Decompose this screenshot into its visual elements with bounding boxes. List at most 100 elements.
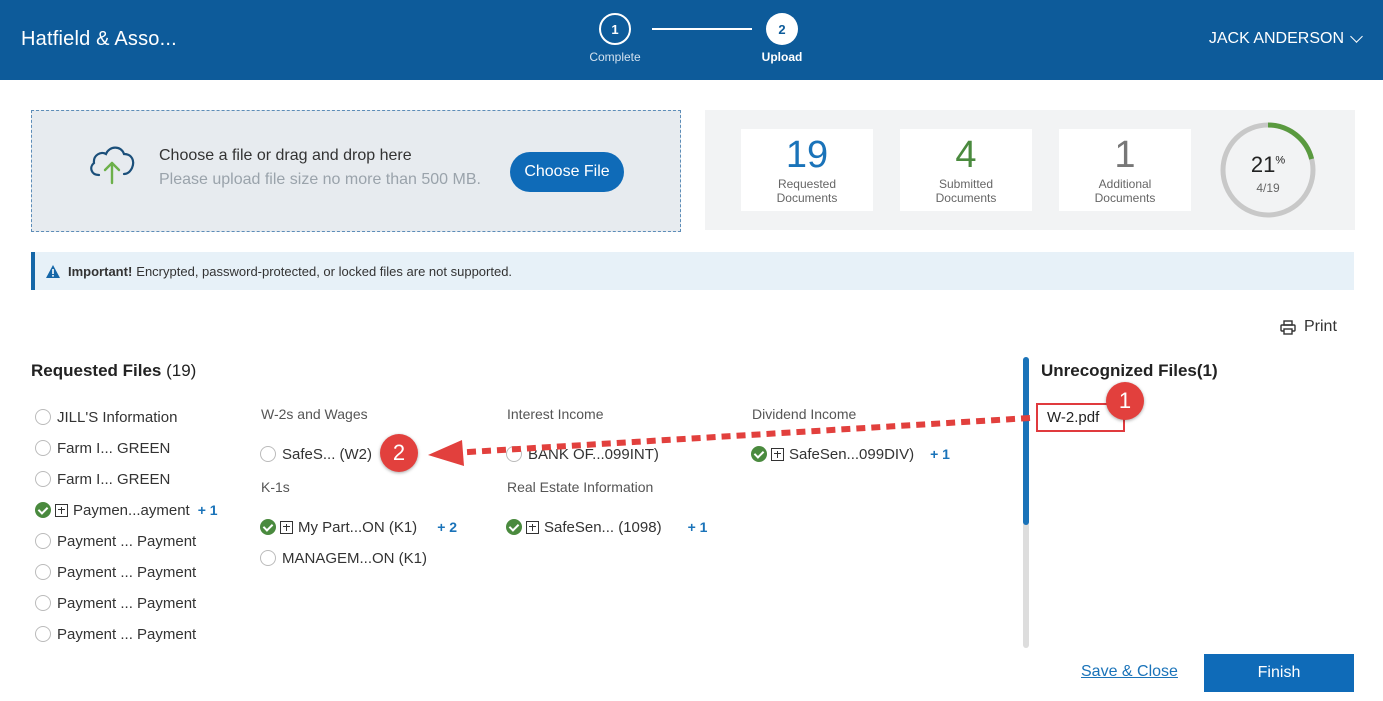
file-label: SafeSen...099DIV) xyxy=(789,445,915,463)
category-dividend-title: Dividend Income xyxy=(752,406,857,422)
document-stats: 19 Requested Documents 4 Submitted Docum… xyxy=(705,110,1355,230)
cloud-upload-icon xyxy=(90,146,135,185)
unrecognized-files-title: Unrecognized Files(1) xyxy=(1041,361,1218,380)
progress-percent-value: 21 xyxy=(1250,152,1276,177)
stat-submitted: 4 Submitted Documents xyxy=(900,129,1032,211)
stat-submitted-value: 4 xyxy=(955,134,977,176)
list-item[interactable]: SafeSen... (1098) + 1 xyxy=(506,516,707,538)
radio-empty[interactable] xyxy=(35,440,51,456)
progress-percent: 21% xyxy=(1218,152,1318,178)
step-2-label: Upload xyxy=(761,50,803,64)
stat-additional-value: 1 xyxy=(1114,134,1136,176)
progress-ring: 21% 4/19 xyxy=(1218,120,1318,220)
radio-empty[interactable] xyxy=(506,446,522,462)
requested-files-title: Requested Files (19) xyxy=(31,361,196,381)
expand-plus-icon[interactable] xyxy=(55,503,68,517)
extra-count[interactable]: + 1 xyxy=(930,446,950,462)
list-item[interactable]: Payment ... Payment xyxy=(35,561,196,583)
expand-plus-icon[interactable] xyxy=(280,520,293,534)
file-label: Payment ... Payment xyxy=(57,594,197,612)
percent-sign: % xyxy=(1275,154,1286,167)
radio-empty[interactable] xyxy=(35,409,51,425)
step-1-number: 1 xyxy=(599,13,631,45)
list-item[interactable]: Farm I... GREEN xyxy=(35,468,170,490)
step-connector xyxy=(652,28,752,30)
radio-empty[interactable] xyxy=(260,446,276,462)
file-label: Payment ... Payment xyxy=(57,532,197,550)
extra-count[interactable]: + 1 xyxy=(687,519,708,535)
list-item[interactable]: BANK OF...099INT) xyxy=(506,443,659,465)
file-label: BANK OF...099INT) xyxy=(528,445,659,463)
print-button[interactable]: Print xyxy=(1280,318,1337,336)
extra-count[interactable]: + 1 xyxy=(197,502,218,518)
file-label: SafeSen... (1098) xyxy=(544,518,662,536)
file-label: My Part...ON (K1) xyxy=(298,518,418,536)
file-label: Payment ... Payment xyxy=(57,625,197,643)
step-complete[interactable]: 1 Complete xyxy=(575,13,655,64)
stat-requested: 19 Requested Documents xyxy=(741,129,873,211)
file-label: SafeS... (W2) xyxy=(282,445,373,463)
stat-submitted-caption-1: Submitted xyxy=(938,177,994,191)
list-item[interactable]: Farm I... GREEN xyxy=(35,437,170,459)
finish-button[interactable]: Finish xyxy=(1204,654,1354,692)
notice-text: Encrypted, password-protected, or locked… xyxy=(136,263,513,279)
check-circle-icon xyxy=(751,446,767,462)
scrollbar-thumb[interactable] xyxy=(1023,357,1029,525)
radio-empty[interactable] xyxy=(35,564,51,580)
choose-file-button[interactable]: Choose File xyxy=(510,152,624,192)
radio-empty[interactable] xyxy=(35,471,51,487)
list-item[interactable]: SafeSen...099DIV) + 1 xyxy=(751,443,950,465)
list-item[interactable]: Paymen...ayment + 1 xyxy=(35,499,218,521)
list-item[interactable]: SafeS... (W2) xyxy=(260,443,372,465)
upload-title: Choose a file or drag and drop here xyxy=(159,147,412,164)
radio-empty[interactable] xyxy=(260,550,276,566)
user-name: JACK ANDERSON xyxy=(1208,30,1344,47)
file-label: Payment ... Payment xyxy=(57,563,197,581)
stat-additional-caption-1: Additional xyxy=(1098,177,1152,191)
brand-title: Hatfield & Asso... xyxy=(21,28,177,50)
warning-icon xyxy=(46,264,60,278)
list-item[interactable]: Payment ... Payment xyxy=(35,592,196,614)
category-k1-title: K-1s xyxy=(261,479,290,495)
list-item[interactable]: My Part...ON (K1) + 2 xyxy=(260,516,457,538)
expand-plus-icon[interactable] xyxy=(771,447,784,461)
important-notice: Important! Encrypted, password-protected… xyxy=(31,252,1354,290)
extra-count[interactable]: + 2 xyxy=(437,519,458,535)
annotation-badge-1: 1 xyxy=(1106,382,1144,420)
category-w2-title: W-2s and Wages xyxy=(261,406,368,422)
stat-requested-caption-1: Requested xyxy=(777,177,837,191)
stat-requested-caption-2: Documents xyxy=(776,191,838,205)
stat-requested-value: 19 xyxy=(785,134,829,176)
list-item[interactable]: Payment ... Payment xyxy=(35,530,196,552)
print-label: Print xyxy=(1304,318,1337,335)
radio-empty[interactable] xyxy=(35,595,51,611)
user-menu[interactable]: JACK ANDERSON xyxy=(1208,29,1363,48)
annotation-badge-2: 2 xyxy=(380,434,418,472)
progress-ring-arc xyxy=(1220,122,1316,218)
step-upload[interactable]: 2 Upload xyxy=(742,13,822,64)
radio-empty[interactable] xyxy=(35,533,51,549)
progress-ring-graphic xyxy=(1220,122,1316,218)
file-drop-zone[interactable]: Choose a file or drag and drop here Plea… xyxy=(31,110,681,232)
list-item[interactable]: JILL'S Information xyxy=(35,406,177,428)
step-2-number: 2 xyxy=(766,13,798,45)
stat-submitted-caption-2: Documents xyxy=(935,191,997,205)
requested-files-count: (19) xyxy=(166,361,197,380)
list-item[interactable]: Payment ... Payment xyxy=(35,623,196,645)
chevron-down-icon xyxy=(1350,29,1363,43)
check-circle-icon xyxy=(260,519,276,535)
notice-strong: Important! xyxy=(68,263,133,279)
file-label: Paymen...ayment xyxy=(73,501,190,519)
file-label: Farm I... GREEN xyxy=(57,470,171,488)
radio-empty[interactable] xyxy=(35,626,51,642)
app-header: Hatfield & Asso... 1 Complete 2 Upload J… xyxy=(0,0,1383,80)
expand-plus-icon[interactable] xyxy=(526,520,539,534)
save-close-link[interactable]: Save & Close xyxy=(1081,663,1178,680)
list-item[interactable]: MANAGEM...ON (K1) xyxy=(260,547,427,569)
category-real-estate-title: Real Estate Information xyxy=(507,479,654,495)
file-label: MANAGEM...ON (K1) xyxy=(282,549,428,567)
file-label: JILL'S Information xyxy=(57,408,178,426)
check-circle-icon xyxy=(35,502,51,518)
